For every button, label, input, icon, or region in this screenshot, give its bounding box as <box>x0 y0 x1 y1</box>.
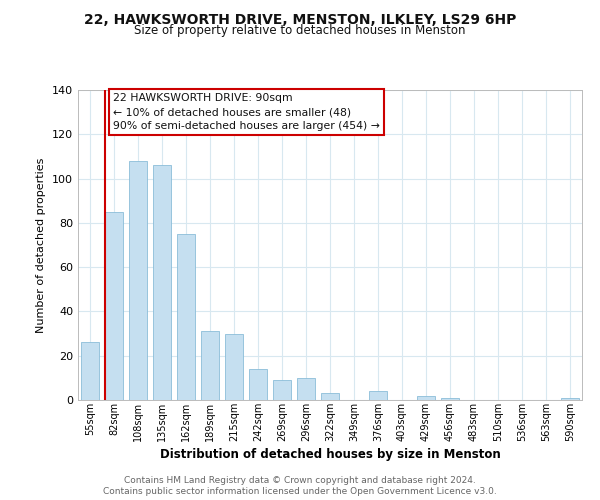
Text: Contains public sector information licensed under the Open Government Licence v3: Contains public sector information licen… <box>103 487 497 496</box>
Bar <box>129 161 147 400</box>
Bar <box>369 391 387 400</box>
Text: 22 HAWKSWORTH DRIVE: 90sqm
← 10% of detached houses are smaller (48)
90% of semi: 22 HAWKSWORTH DRIVE: 90sqm ← 10% of deta… <box>113 93 380 131</box>
Bar <box>153 166 171 400</box>
Bar <box>105 212 123 400</box>
Bar <box>81 342 99 400</box>
Bar <box>273 380 291 400</box>
Y-axis label: Number of detached properties: Number of detached properties <box>37 158 46 332</box>
Bar <box>201 332 219 400</box>
Text: Size of property relative to detached houses in Menston: Size of property relative to detached ho… <box>134 24 466 37</box>
Bar <box>417 396 435 400</box>
Text: Contains HM Land Registry data © Crown copyright and database right 2024.: Contains HM Land Registry data © Crown c… <box>124 476 476 485</box>
Bar <box>249 369 267 400</box>
Text: 22, HAWKSWORTH DRIVE, MENSTON, ILKLEY, LS29 6HP: 22, HAWKSWORTH DRIVE, MENSTON, ILKLEY, L… <box>84 12 516 26</box>
Bar <box>177 234 195 400</box>
Bar <box>441 398 459 400</box>
X-axis label: Distribution of detached houses by size in Menston: Distribution of detached houses by size … <box>160 448 500 460</box>
Bar <box>297 378 315 400</box>
Bar <box>321 394 339 400</box>
Bar <box>225 334 243 400</box>
Bar <box>561 398 579 400</box>
